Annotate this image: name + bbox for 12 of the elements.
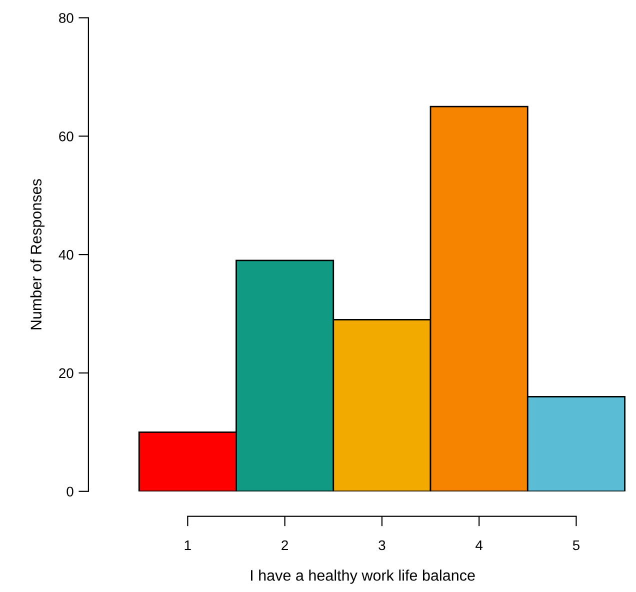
y-tick-label: 0 [66, 486, 74, 497]
x-tick-label: 4 [476, 540, 483, 550]
x-tick-label: 5 [572, 540, 580, 550]
y-tick-label: 20 [59, 368, 74, 378]
x-tick-label: 3 [378, 540, 386, 550]
x-tick-label: 2 [282, 540, 288, 550]
y-tick-label: 60 [59, 131, 74, 142]
y-tick-label: 80 [59, 13, 74, 23]
x-tick-label: 1 [184, 540, 191, 550]
y-axis-title: Number of Responses [30, 179, 45, 330]
y-tick-label: 40 [58, 250, 74, 260]
x-axis-title: I have a healthy work life balance [250, 570, 475, 584]
